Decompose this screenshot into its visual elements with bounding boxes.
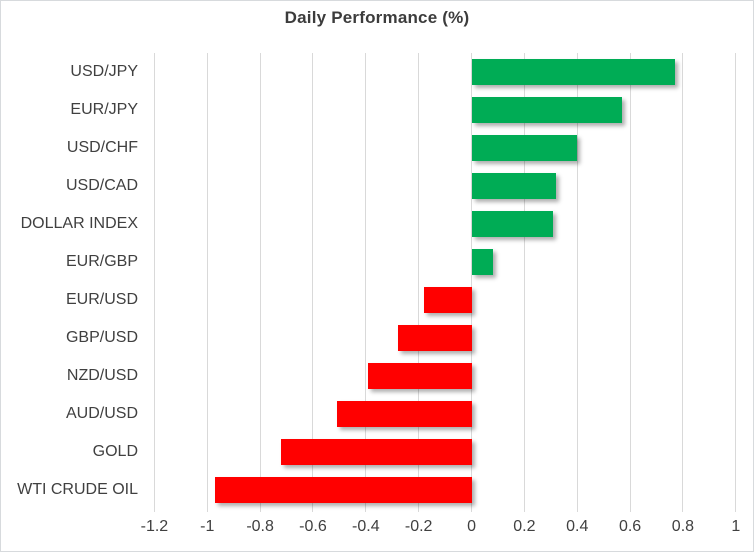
category-label-dollar-index: DOLLAR INDEX — [20, 215, 138, 232]
bar-nzd-usd — [368, 363, 472, 389]
x-tick-label: -0.8 — [246, 518, 274, 535]
gridline — [259, 53, 261, 512]
gridline — [523, 53, 525, 512]
category-label-eur-gbp: EUR/GBP — [65, 253, 138, 270]
category-label-usd-jpy: USD/JPY — [70, 63, 138, 80]
x-tick-label: -0.6 — [299, 518, 327, 535]
bar-usd-cad — [471, 173, 557, 199]
bar-eur-jpy — [471, 97, 623, 123]
bar-usd-chf — [471, 135, 578, 161]
bar-aud-usd — [336, 401, 472, 427]
gridline — [576, 53, 578, 512]
gridline — [153, 53, 155, 512]
category-label-eur-usd: EUR/USD — [65, 291, 138, 308]
category-label-nzd-usd: NZD/USD — [66, 367, 138, 384]
gridline — [471, 53, 473, 512]
category-label-aud-usd: AUD/USD — [65, 405, 138, 422]
category-label-gbp-usd: GBP/USD — [65, 329, 138, 346]
x-tick-label: 0.8 — [671, 518, 695, 535]
category-label-wti-crude-oil: WTI CRUDE OIL — [17, 481, 138, 498]
x-tick-label: -1 — [200, 518, 215, 535]
x-tick-label: -0.2 — [404, 518, 433, 535]
gridline — [365, 53, 367, 512]
bar-eur-usd — [423, 287, 472, 313]
gridline — [418, 53, 420, 512]
gridline — [206, 53, 208, 512]
x-tick-label: 0 — [467, 518, 476, 535]
x-tick-label: 0.2 — [513, 518, 536, 535]
category-label-gold: GOLD — [92, 443, 138, 460]
gridline — [682, 53, 684, 512]
bar-usd-jpy — [471, 59, 675, 85]
bar-wti-crude-oil — [215, 477, 472, 503]
x-tick-label: -0.4 — [352, 518, 380, 535]
bar-gold — [281, 439, 472, 465]
x-tick-label: 1 — [731, 518, 741, 535]
bar-eur-gbp — [471, 249, 493, 275]
x-tick-label: 0.6 — [618, 518, 642, 535]
bar-dollar-index — [471, 211, 554, 237]
gridline — [735, 53, 737, 512]
gridline — [629, 53, 631, 512]
category-label-eur-jpy: EUR/JPY — [70, 101, 138, 118]
x-tick-label: 0.4 — [566, 518, 589, 535]
bar-gbp-usd — [397, 325, 472, 351]
category-label-usd-chf: USD/CHF — [66, 139, 138, 156]
gridline — [312, 53, 314, 512]
chart-title: Daily Performance (%) — [284, 8, 470, 27]
x-tick-label: -1.2 — [140, 518, 169, 535]
category-label-usd-cad: USD/CAD — [65, 177, 138, 194]
